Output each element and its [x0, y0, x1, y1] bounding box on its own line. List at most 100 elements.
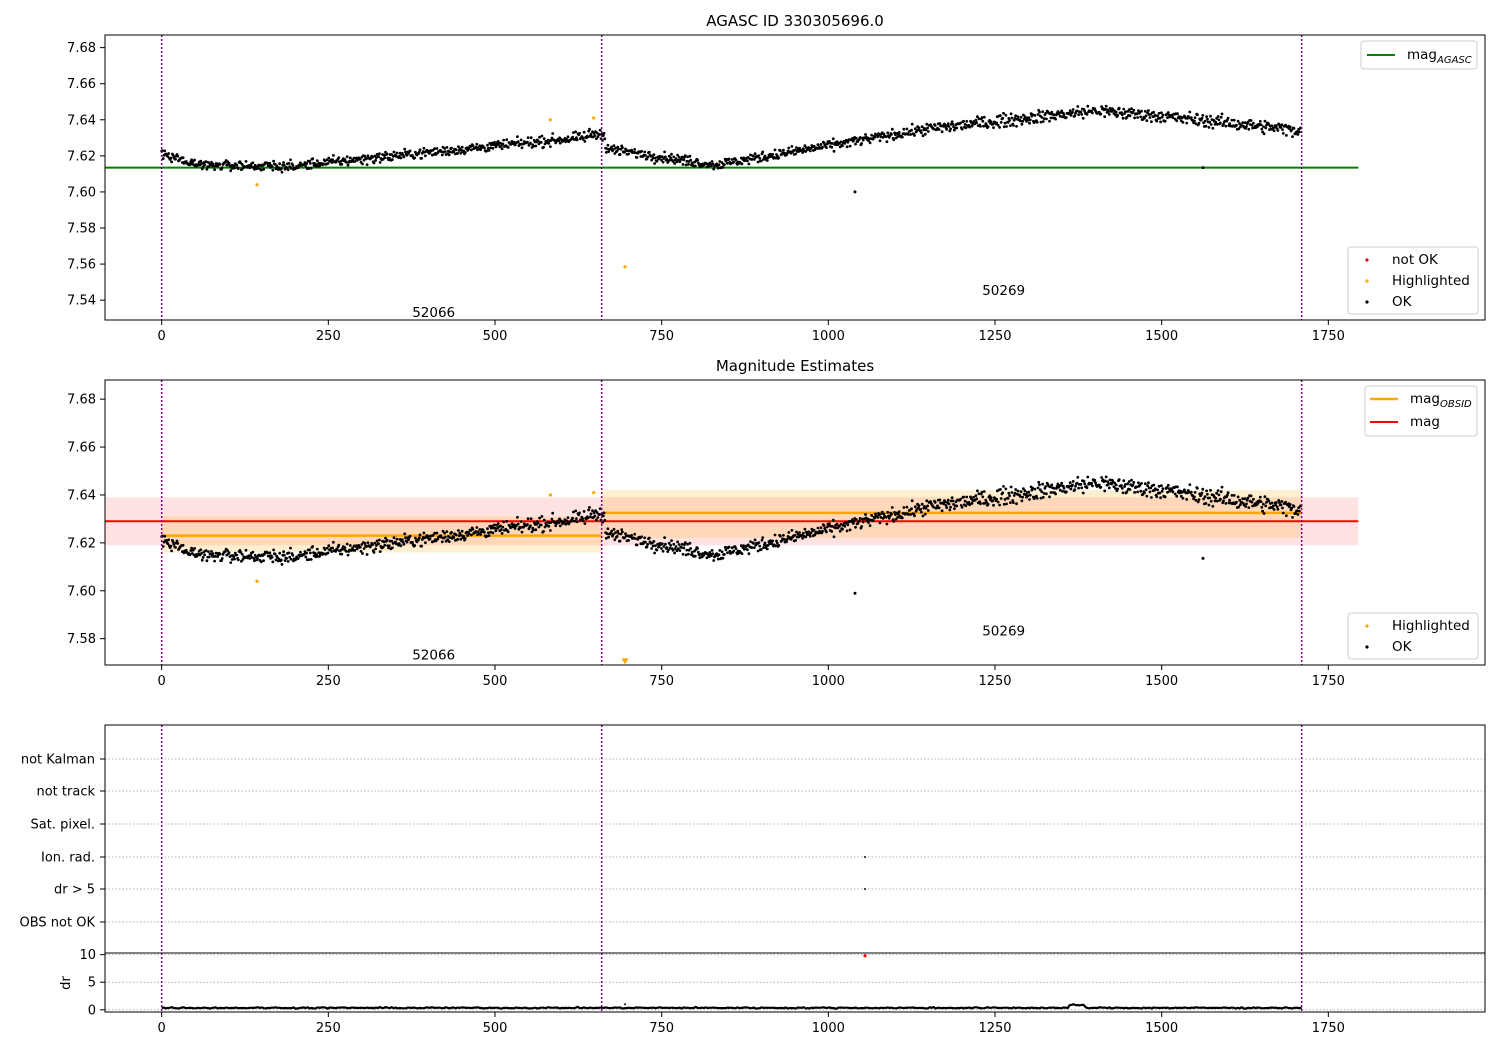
ok-point	[602, 131, 606, 135]
ok-point	[655, 159, 659, 163]
y-tick-label: 10	[79, 948, 96, 963]
ok-point	[902, 127, 906, 131]
ok-point	[1016, 115, 1020, 119]
ok-point	[688, 541, 692, 545]
x-tick-label: 500	[483, 329, 508, 344]
legend-label-ok-2: OK	[1392, 639, 1413, 655]
ok-point	[1143, 491, 1146, 495]
ok-point	[674, 545, 678, 548]
ok-point	[218, 162, 222, 166]
ok-point	[586, 135, 590, 139]
ok-point	[1033, 114, 1037, 117]
ok-point	[742, 156, 745, 160]
ok-point	[353, 160, 357, 163]
y-tick-label: 7.68	[67, 41, 96, 56]
ok-point	[1204, 124, 1208, 128]
ok-point	[542, 137, 546, 141]
ok-point	[612, 527, 616, 531]
ok-point	[963, 499, 967, 503]
ok-point	[446, 538, 449, 542]
ok-point	[1049, 116, 1053, 120]
ok-point	[335, 548, 339, 551]
ok-point	[1004, 487, 1008, 491]
ok-point	[1189, 116, 1193, 119]
ok-point	[884, 135, 888, 139]
ok-point	[804, 535, 808, 539]
ok-point	[413, 544, 417, 547]
ok-point	[974, 118, 978, 122]
ok-point	[900, 516, 904, 520]
ok-point	[1131, 483, 1135, 487]
ok-point	[1050, 483, 1054, 487]
ok-point	[529, 524, 532, 528]
ok-point	[1296, 133, 1300, 136]
ok-point	[674, 157, 678, 161]
ok-point	[589, 512, 593, 516]
ok-point	[391, 546, 394, 550]
ok-point	[378, 161, 382, 164]
ok-point	[926, 509, 930, 512]
ok-point	[1200, 491, 1204, 495]
ok-point	[1120, 487, 1124, 490]
ok-point	[1196, 500, 1200, 504]
ok-point	[664, 155, 667, 159]
ok-point	[1076, 105, 1080, 108]
x-tick-label: 500	[483, 674, 508, 689]
ok-point	[371, 155, 374, 159]
ok-point	[650, 158, 653, 162]
ok-point	[634, 151, 637, 155]
ok-point	[995, 497, 998, 501]
ok-point	[270, 165, 274, 169]
ok-point	[746, 548, 749, 552]
ok-point	[407, 538, 410, 541]
ok-point	[204, 549, 208, 552]
ok-point	[307, 167, 311, 170]
ok-point	[1027, 490, 1031, 494]
ok-point	[1006, 497, 1010, 500]
x-tick-label: 1750	[1312, 674, 1345, 689]
ok-point	[782, 148, 785, 152]
ok-point	[593, 514, 597, 518]
ok-point	[960, 127, 964, 131]
x-tick-label: 0	[158, 329, 166, 344]
ok-point	[598, 133, 601, 136]
ok-point	[1291, 135, 1294, 139]
ok-point	[948, 508, 952, 512]
ok-point	[920, 510, 923, 514]
ok-point	[683, 154, 687, 158]
ok-point	[909, 133, 913, 136]
ok-point	[434, 539, 438, 543]
ok-point	[765, 159, 769, 162]
ok-point	[595, 518, 598, 522]
ok-point	[213, 164, 217, 168]
ok-point	[633, 532, 637, 536]
ok-point	[591, 509, 594, 513]
ok-point	[462, 534, 466, 538]
ok-point	[161, 157, 165, 161]
ok-point	[471, 528, 475, 531]
ok-point	[566, 135, 570, 139]
ok-point	[374, 159, 377, 162]
ok-point	[777, 156, 781, 160]
ok-point	[1114, 110, 1118, 114]
ok-point	[1116, 487, 1120, 491]
y-tick-label: 7.58	[67, 222, 96, 237]
ok-point	[785, 537, 789, 541]
ok-point	[611, 148, 615, 151]
ok-point	[175, 539, 179, 543]
ok-point	[558, 141, 562, 145]
ok-point	[1004, 113, 1008, 117]
ok-point	[280, 170, 284, 174]
ok-point	[1010, 491, 1014, 494]
ok-point	[1211, 504, 1215, 508]
ok-point	[905, 505, 909, 509]
ok-point	[1193, 119, 1196, 123]
ok-point	[650, 547, 653, 550]
ok-point	[646, 542, 650, 546]
ok-point	[1264, 504, 1268, 508]
y-tick-label: 7.68	[67, 393, 96, 408]
ok-point	[417, 538, 420, 542]
ok-point	[271, 560, 275, 564]
ok-point	[420, 157, 423, 160]
ok-point	[1160, 111, 1163, 115]
